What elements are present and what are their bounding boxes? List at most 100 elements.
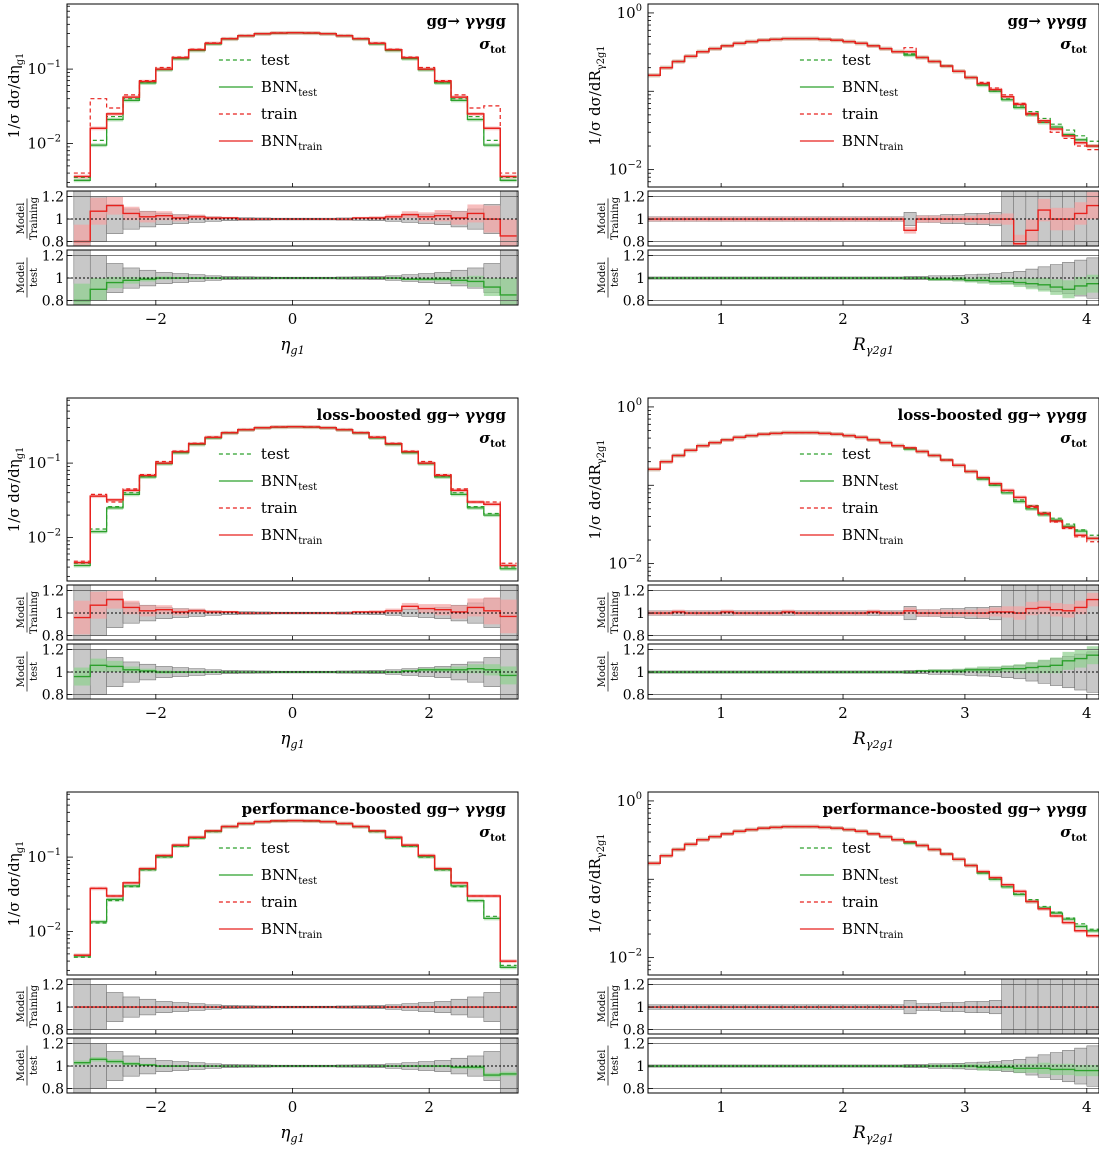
sigma-label: σtot <box>1060 429 1087 450</box>
x-tick-label: −2 <box>145 1098 167 1116</box>
ratio-line <box>648 204 1099 245</box>
series-train-line <box>73 32 517 174</box>
ratio-y-tick-label: 0.8 <box>623 629 645 645</box>
ratio-axes-frame <box>647 978 1099 1035</box>
ratio-numerator: Model <box>16 262 27 294</box>
process-title: loss-boosted gg→ γγgg <box>898 406 1088 424</box>
ratio-y-tick-label: 1.2 <box>42 1037 64 1053</box>
sigma-label: σtot <box>479 35 506 56</box>
ratio-band-bin <box>1013 234 1026 246</box>
ratio-y-tick-label: 1 <box>55 271 64 287</box>
ratio-axes-frame <box>647 190 1099 247</box>
ratio-y-tick-label: 1 <box>55 212 64 228</box>
legend-label: BNNtest <box>261 78 317 99</box>
x-tick-label: 1 <box>716 1098 726 1116</box>
ratio-denominator: test <box>29 662 40 681</box>
ratio-y-tick-label: 0.8 <box>42 629 64 645</box>
legend-label: BNNtest <box>261 866 317 887</box>
ratio-y-label: Model test <box>597 1045 621 1086</box>
series-bnn-train-line <box>648 37 1099 147</box>
ratio-band-bin <box>500 278 517 305</box>
x-tick-label: 2 <box>424 310 434 328</box>
legend-bnn-test: BNNtest <box>218 78 317 99</box>
x-tick-label: 2 <box>838 704 848 722</box>
x-tick-label: 2 <box>424 704 434 722</box>
process-title: performance-boosted gg→ γγgg <box>242 800 507 818</box>
legend-train: train <box>799 893 879 911</box>
legend-test: test <box>799 51 871 69</box>
ratio-y-label: Model Training <box>16 196 40 240</box>
y-tick-label: 10−2 <box>608 160 642 179</box>
legend-train: train <box>218 893 298 911</box>
ratio-axes-frame <box>647 249 1099 306</box>
y-tick-label: 10−1 <box>27 453 61 472</box>
x-tick-label: −2 <box>145 310 167 328</box>
ratio-numerator: Model <box>597 203 608 235</box>
ratio-y-tick-label: 1.2 <box>623 190 645 206</box>
ratio-y-label: Model Training <box>16 590 40 634</box>
series-bnn-train-line <box>73 819 517 962</box>
ratio-numerator: Model <box>16 656 27 688</box>
series-bnn-test-line <box>73 426 517 570</box>
ratio-y-tick-label: 1.2 <box>42 584 64 600</box>
ratio-y-tick-label: 1 <box>636 1000 645 1016</box>
ratio-band-bin <box>500 219 517 246</box>
ratio-y-tick-label: 0.8 <box>42 235 64 251</box>
ratio-y-tick-label: 1 <box>636 212 645 228</box>
panel-R-row1: 100 10−21/σ dσ/dRγ2g1 loss-boosted gg→ γγg… <box>586 397 1099 751</box>
ratio-y-label: Model test <box>597 651 621 692</box>
ratio-y-tick-label: 1.2 <box>42 249 64 265</box>
x-tick-label: 0 <box>288 1098 298 1116</box>
y-tick-label: 100 <box>617 3 642 22</box>
x-tick-label: 4 <box>1082 310 1092 328</box>
legend-label: train <box>842 105 879 123</box>
ratio-y-label: Model test <box>16 257 40 298</box>
ratio-denominator: Training <box>610 196 621 240</box>
x-tick-label: 0 <box>288 704 298 722</box>
ratio-denominator: test <box>610 662 621 681</box>
ratio-y-tick-label: 1 <box>55 1059 64 1075</box>
ratio-y-label: Model test <box>16 651 40 692</box>
ratio-y-tick-label: 1.2 <box>42 978 64 994</box>
x-tick-label: 1 <box>716 310 726 328</box>
ratio-y-tick-label: 1.2 <box>623 584 645 600</box>
legend-bnn-train: BNNtrain <box>218 132 323 153</box>
x-axis-label: ηg1 <box>280 1123 305 1145</box>
ratio-denominator: test <box>610 1056 621 1075</box>
y-tick-label: 10−2 <box>608 948 642 967</box>
legend-bnn-test: BNNtest <box>218 866 317 887</box>
y-tick-label: 10−2 <box>27 133 61 152</box>
legend-test: test <box>799 839 871 857</box>
process-title: gg→ γγgg <box>426 12 506 30</box>
ratio-y-tick-label: 0.8 <box>42 1082 64 1098</box>
sigma-label: σtot <box>1060 823 1087 844</box>
ratio-band-bin <box>73 224 91 246</box>
ratio-denominator: Training <box>610 984 621 1028</box>
ratio-numerator: Model <box>16 991 27 1023</box>
ratio-denominator: test <box>29 1056 40 1075</box>
y-tick-label: 100 <box>617 397 642 416</box>
y-tick-label: 10−2 <box>608 554 642 573</box>
legend-label: test <box>842 445 871 463</box>
legend-label: test <box>261 445 290 463</box>
x-tick-label: 2 <box>838 1098 848 1116</box>
series-bnn-train-line <box>73 426 517 567</box>
x-tick-label: 3 <box>960 310 970 328</box>
ratio-y-tick-label: 1 <box>55 1000 64 1016</box>
legend-bnn-test: BNNtest <box>218 472 317 493</box>
ratio-numerator: Model <box>597 597 608 629</box>
series-bnn-train-line <box>648 431 1099 540</box>
legend-bnn-train: BNNtrain <box>799 920 904 941</box>
panel-R-row2: 100 10−21/σ dσ/dRγ2g1 performance-boosted … <box>586 791 1099 1145</box>
y-tick-label: 10−2 <box>27 921 61 940</box>
process-title: loss-boosted gg→ γγgg <box>317 406 507 424</box>
ratio-axes-frame <box>647 584 1099 641</box>
x-tick-label: 2 <box>424 1098 434 1116</box>
ratio-y-label: Model test <box>597 257 621 298</box>
